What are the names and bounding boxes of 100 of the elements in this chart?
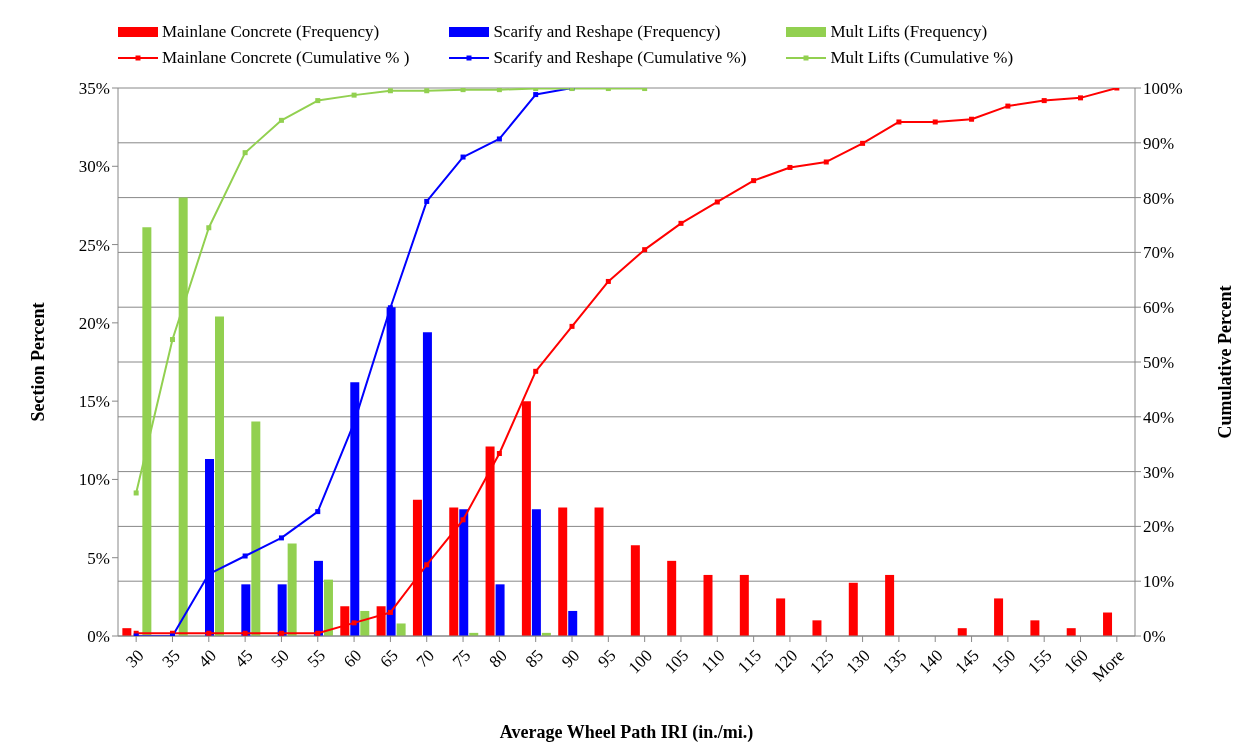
- bar: [558, 507, 568, 636]
- bar: [739, 574, 749, 636]
- x-tick-label: 70: [412, 645, 439, 672]
- point: [1078, 95, 1084, 101]
- y-tick-label: 20%: [78, 313, 110, 333]
- y-tick-label: 15%: [78, 392, 110, 412]
- y2-tick-label: 10%: [1143, 572, 1175, 592]
- x-tick-label: 85: [521, 645, 548, 672]
- point: [533, 88, 539, 92]
- point: [932, 119, 938, 125]
- point: [278, 535, 284, 541]
- point: [714, 199, 720, 205]
- bar: [630, 545, 640, 636]
- point: [206, 225, 212, 231]
- point: [496, 88, 502, 93]
- x-tick-label: 55: [303, 645, 330, 672]
- y-tick-label: 0%: [87, 627, 110, 647]
- bar: [848, 582, 858, 636]
- bar: [241, 584, 251, 636]
- y-axis-title: Section Percent: [28, 302, 49, 422]
- bar: [287, 543, 297, 636]
- bar: [1030, 620, 1040, 636]
- x-tick-label: 135: [878, 645, 911, 678]
- point: [1005, 103, 1011, 109]
- point: [278, 117, 284, 123]
- bar: [703, 574, 713, 636]
- x-tick-label: 45: [231, 645, 257, 672]
- point: [387, 609, 393, 615]
- y-tick-label: 10%: [78, 470, 110, 490]
- y2-tick-label: 70%: [1143, 243, 1175, 263]
- x-tick-label: 100: [624, 645, 657, 678]
- x-tick-label: 60: [340, 645, 366, 672]
- point: [169, 337, 175, 343]
- bar: [885, 574, 895, 636]
- x-axis-title: Average Wheel Path IRI (in./mi.): [499, 722, 754, 743]
- point: [206, 630, 212, 636]
- point: [133, 490, 139, 496]
- bar: [594, 507, 604, 636]
- y2-tick-label: 80%: [1143, 188, 1175, 208]
- bar: [776, 598, 786, 636]
- y-tick-label: 25%: [78, 235, 110, 255]
- bar: [396, 623, 406, 636]
- point: [496, 136, 502, 142]
- bar: [957, 628, 967, 636]
- y2-tick-label: 0%: [1143, 627, 1166, 647]
- bar: [531, 509, 541, 636]
- point: [823, 159, 829, 165]
- bar: [495, 584, 505, 636]
- bar: [122, 628, 132, 636]
- point: [315, 630, 321, 636]
- x-tick-label: 150: [987, 645, 1020, 678]
- y-tick-label: 5%: [87, 548, 110, 568]
- x-tick-label: 80: [485, 645, 511, 672]
- y2-tick-label: 90%: [1143, 133, 1175, 153]
- y2-tick-label: 40%: [1143, 407, 1175, 427]
- x-tick-label: 130: [842, 645, 874, 678]
- y2-tick-label: 60%: [1143, 298, 1175, 318]
- x-tick-label: 35: [158, 645, 184, 672]
- bar: [459, 509, 469, 636]
- point: [533, 92, 539, 98]
- x-tick-label: 65: [376, 645, 402, 672]
- point: [315, 98, 321, 104]
- x-tick-label: 115: [733, 645, 765, 677]
- point: [751, 178, 757, 184]
- legend-label: Scarify and Reshape (Frequency): [493, 22, 721, 42]
- x-tick-label: 75: [448, 645, 475, 672]
- point: [242, 553, 248, 559]
- x-tick-label: 40: [194, 645, 221, 672]
- point: [969, 116, 975, 122]
- bar: [251, 421, 261, 636]
- point: [424, 88, 430, 94]
- point: [278, 630, 284, 636]
- legend-label: Mult Lifts (Frequency): [830, 22, 988, 42]
- y-tick-label: 35%: [78, 79, 110, 99]
- x-tick-label: 110: [697, 645, 729, 677]
- point: [533, 368, 539, 374]
- x-tick-label: 120: [769, 645, 802, 678]
- point: [351, 620, 357, 626]
- x-tick-label: 125: [806, 645, 838, 678]
- legend-label: Mainlane Concrete (Cumulative % ): [162, 48, 410, 68]
- bar: [277, 584, 287, 636]
- bar: [215, 316, 224, 636]
- point: [242, 150, 248, 156]
- legend-label: Mainlane Concrete (Frequency): [162, 22, 380, 42]
- y-tick-label: 30%: [78, 157, 110, 177]
- bar: [1103, 612, 1113, 636]
- x-tick-label: 155: [1024, 645, 1056, 678]
- point: [424, 562, 430, 568]
- point: [569, 323, 575, 329]
- y2-tick-label: 100%: [1143, 79, 1183, 99]
- bar: [1066, 628, 1076, 636]
- legend-label: Mult Lifts (Cumulative %): [830, 48, 1014, 68]
- bar: [812, 620, 822, 636]
- y2-tick-label: 20%: [1143, 517, 1175, 537]
- point: [315, 509, 321, 515]
- x-tick-label: 95: [594, 645, 620, 672]
- bar: [422, 332, 432, 636]
- y2-axis-title: Cumulative Percent: [1215, 285, 1236, 439]
- x-tick-label: 50: [267, 645, 293, 672]
- point: [351, 92, 357, 98]
